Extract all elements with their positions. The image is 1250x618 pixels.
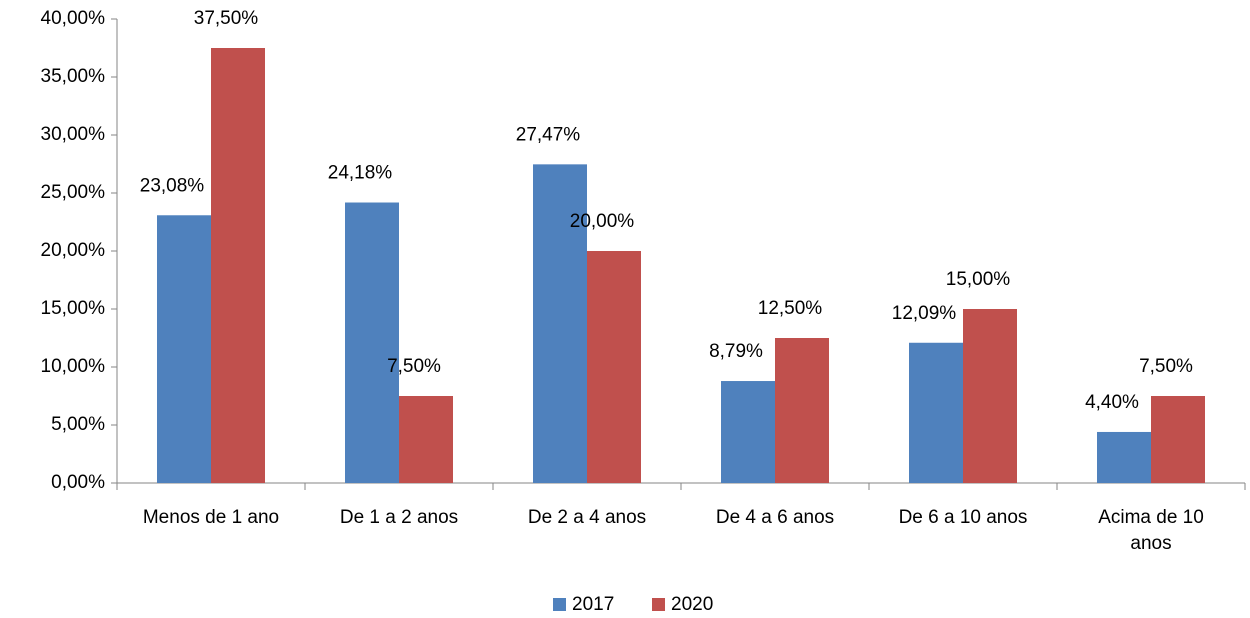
bar xyxy=(345,202,399,483)
legend-swatch xyxy=(553,598,566,611)
bar xyxy=(157,215,211,483)
bar xyxy=(399,396,453,483)
y-tick-label: 25,00% xyxy=(41,182,106,203)
data-label: 37,50% xyxy=(194,8,259,29)
data-label: 8,79% xyxy=(709,341,763,362)
y-tick-label: 10,00% xyxy=(41,356,106,377)
data-label: 24,18% xyxy=(328,163,393,184)
bar xyxy=(533,164,587,483)
x-tick-label: De 1 a 2 anos xyxy=(339,507,459,528)
y-tick-label: 30,00% xyxy=(41,124,106,145)
y-tick-label: 5,00% xyxy=(51,414,105,435)
bar xyxy=(909,342,963,483)
bar xyxy=(587,251,641,483)
x-tick-label: De 6 a 10 anos xyxy=(898,507,1028,528)
data-label: 27,47% xyxy=(516,124,581,145)
y-tick-label: 40,00% xyxy=(41,8,106,29)
bar xyxy=(211,48,265,483)
x-tick-label: Menos de 1 ano xyxy=(142,507,280,528)
legend-label: 2017 xyxy=(572,594,614,615)
data-label: 4,40% xyxy=(1085,392,1139,413)
data-label: 7,50% xyxy=(387,356,441,377)
x-tick-label: De 2 a 4 anos xyxy=(527,507,647,528)
legend-label: 2020 xyxy=(671,594,713,615)
x-tick-label: De 4 a 6 anos xyxy=(715,507,835,528)
data-label: 20,00% xyxy=(570,211,635,232)
y-tick-label: 20,00% xyxy=(41,240,106,261)
bar xyxy=(963,309,1017,483)
y-tick-label: 0,00% xyxy=(51,472,105,493)
y-tick-label: 15,00% xyxy=(41,298,106,319)
y-tick-label: 35,00% xyxy=(41,66,106,87)
data-label: 15,00% xyxy=(946,269,1011,290)
x-tick-label: Acima de 10 anos xyxy=(1098,507,1204,554)
data-label: 7,50% xyxy=(1139,356,1193,377)
bar xyxy=(1097,431,1151,483)
data-label: 23,08% xyxy=(140,175,205,196)
data-label: 12,50% xyxy=(758,298,823,319)
data-label: 12,09% xyxy=(892,303,957,324)
bar xyxy=(775,338,829,483)
bar xyxy=(1151,396,1205,483)
bar xyxy=(721,381,775,483)
legend-swatch xyxy=(652,598,665,611)
